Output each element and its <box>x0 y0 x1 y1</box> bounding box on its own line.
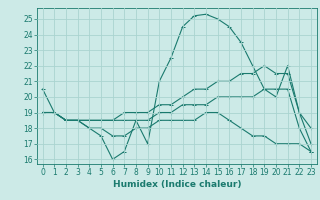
X-axis label: Humidex (Indice chaleur): Humidex (Indice chaleur) <box>113 180 241 189</box>
